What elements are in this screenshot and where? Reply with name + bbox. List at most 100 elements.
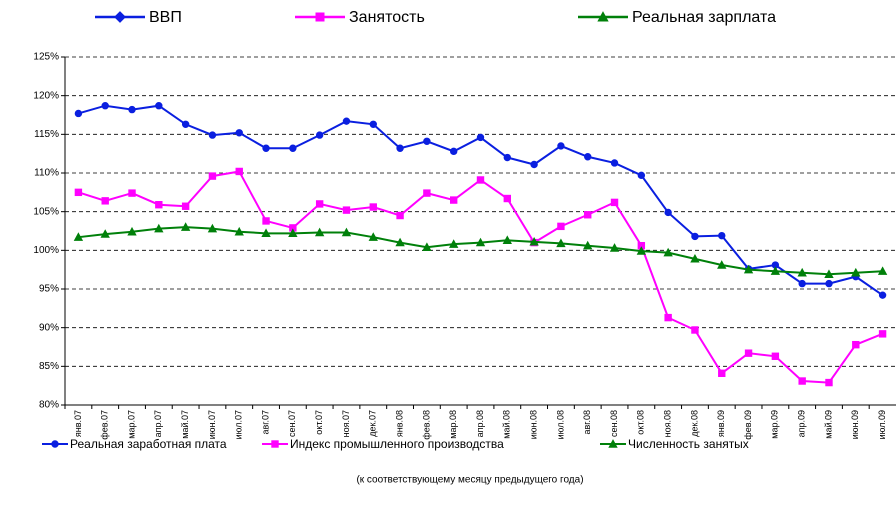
y-tick-label: 85% [39,361,59,372]
data-point [208,131,217,139]
legend-label: Реальная заработная плата [70,437,227,451]
data-point [825,279,833,288]
data-point [234,226,244,236]
data-point [342,206,351,214]
x-tick-label: авг.07 [260,410,270,434]
data-point [877,266,888,275]
data-point [154,223,164,233]
data-point [664,313,672,322]
legend-marker [315,12,325,22]
data-point [73,232,84,241]
data-point [396,144,404,152]
data-point [609,243,620,252]
y-tick-label: 125% [33,52,59,63]
x-tick-label: дек.08 [689,410,699,437]
data-point [396,211,404,220]
data-point [181,120,190,128]
data-point [637,171,646,180]
data-point [368,232,378,241]
legend-label: Индекс промышленного производства [290,437,504,451]
x-tick-label: июл.07 [234,410,244,439]
y-tick-label: 100% [33,245,59,256]
x-tick-label: авг.08 [582,410,592,434]
data-point [503,153,512,162]
data-point [798,377,806,385]
x-tick-label: янв.07 [73,410,83,437]
data-point [74,109,83,118]
x-tick-label: апр.09 [797,410,807,437]
data-point [235,129,243,137]
data-point [530,160,538,169]
y-tick-label: 90% [39,322,59,333]
x-tick-label: дек.07 [368,410,378,437]
data-point [449,147,458,156]
legend-marker [114,11,126,23]
data-point [852,340,860,349]
data-point [423,189,431,197]
data-point [851,267,861,277]
data-point [718,369,726,377]
data-point [315,200,324,208]
y-tick-label: 80% [39,400,59,411]
x-tick-label: июл.08 [555,410,565,439]
data-point [825,378,833,387]
x-tick-label: мар.07 [126,410,136,439]
x-tick-label: сен.07 [287,410,297,437]
data-point [475,237,486,247]
data-point [718,231,726,240]
data-point [476,133,485,142]
y-tick-label: 110% [34,168,59,179]
data-point [584,153,592,161]
data-point [288,228,298,238]
data-point [235,167,243,176]
y-tick-label: 120% [33,90,59,101]
x-tick-label: май.08 [502,410,512,439]
legend-marker [608,439,618,448]
data-point [315,131,324,139]
data-point [557,222,565,231]
data-point [529,236,539,246]
x-tick-label: янв.09 [716,410,726,437]
data-point [502,235,512,244]
x-tick-label: мар.09 [770,410,780,439]
x-tick-label: июн.08 [528,410,538,439]
data-point [422,242,432,251]
data-point [369,120,377,128]
data-point [798,279,806,288]
x-tick-label: апр.08 [475,410,485,437]
series-line [78,170,883,384]
data-point [744,349,753,357]
data-point [503,194,512,203]
data-point [449,196,458,204]
data-point [314,227,325,237]
data-point [476,176,485,184]
x-tick-label: сен.08 [609,410,619,437]
data-point [101,102,109,110]
data-point [262,217,270,225]
data-point [155,201,163,209]
data-point [556,238,566,248]
data-point [610,198,619,207]
legend-marker [271,440,279,448]
data-point [208,172,217,180]
data-point [584,211,592,219]
y-tick-label: 105% [33,206,59,217]
data-point [423,137,431,145]
x-tick-label: апр.07 [153,410,163,437]
data-point [449,239,459,248]
data-point [743,264,754,274]
legend-label: Численность занятых [628,437,749,451]
x-tick-label: фев.08 [421,410,431,440]
legend-label: Занятость [349,9,425,26]
data-point [261,228,271,238]
data-point [691,232,699,241]
legend-label: Реальная зарплата [632,9,776,26]
data-point [180,222,191,231]
data-point [770,266,781,275]
data-point [663,247,673,257]
data-point [717,260,727,269]
x-tick-label: июл.09 [877,410,887,439]
data-point [878,330,887,338]
